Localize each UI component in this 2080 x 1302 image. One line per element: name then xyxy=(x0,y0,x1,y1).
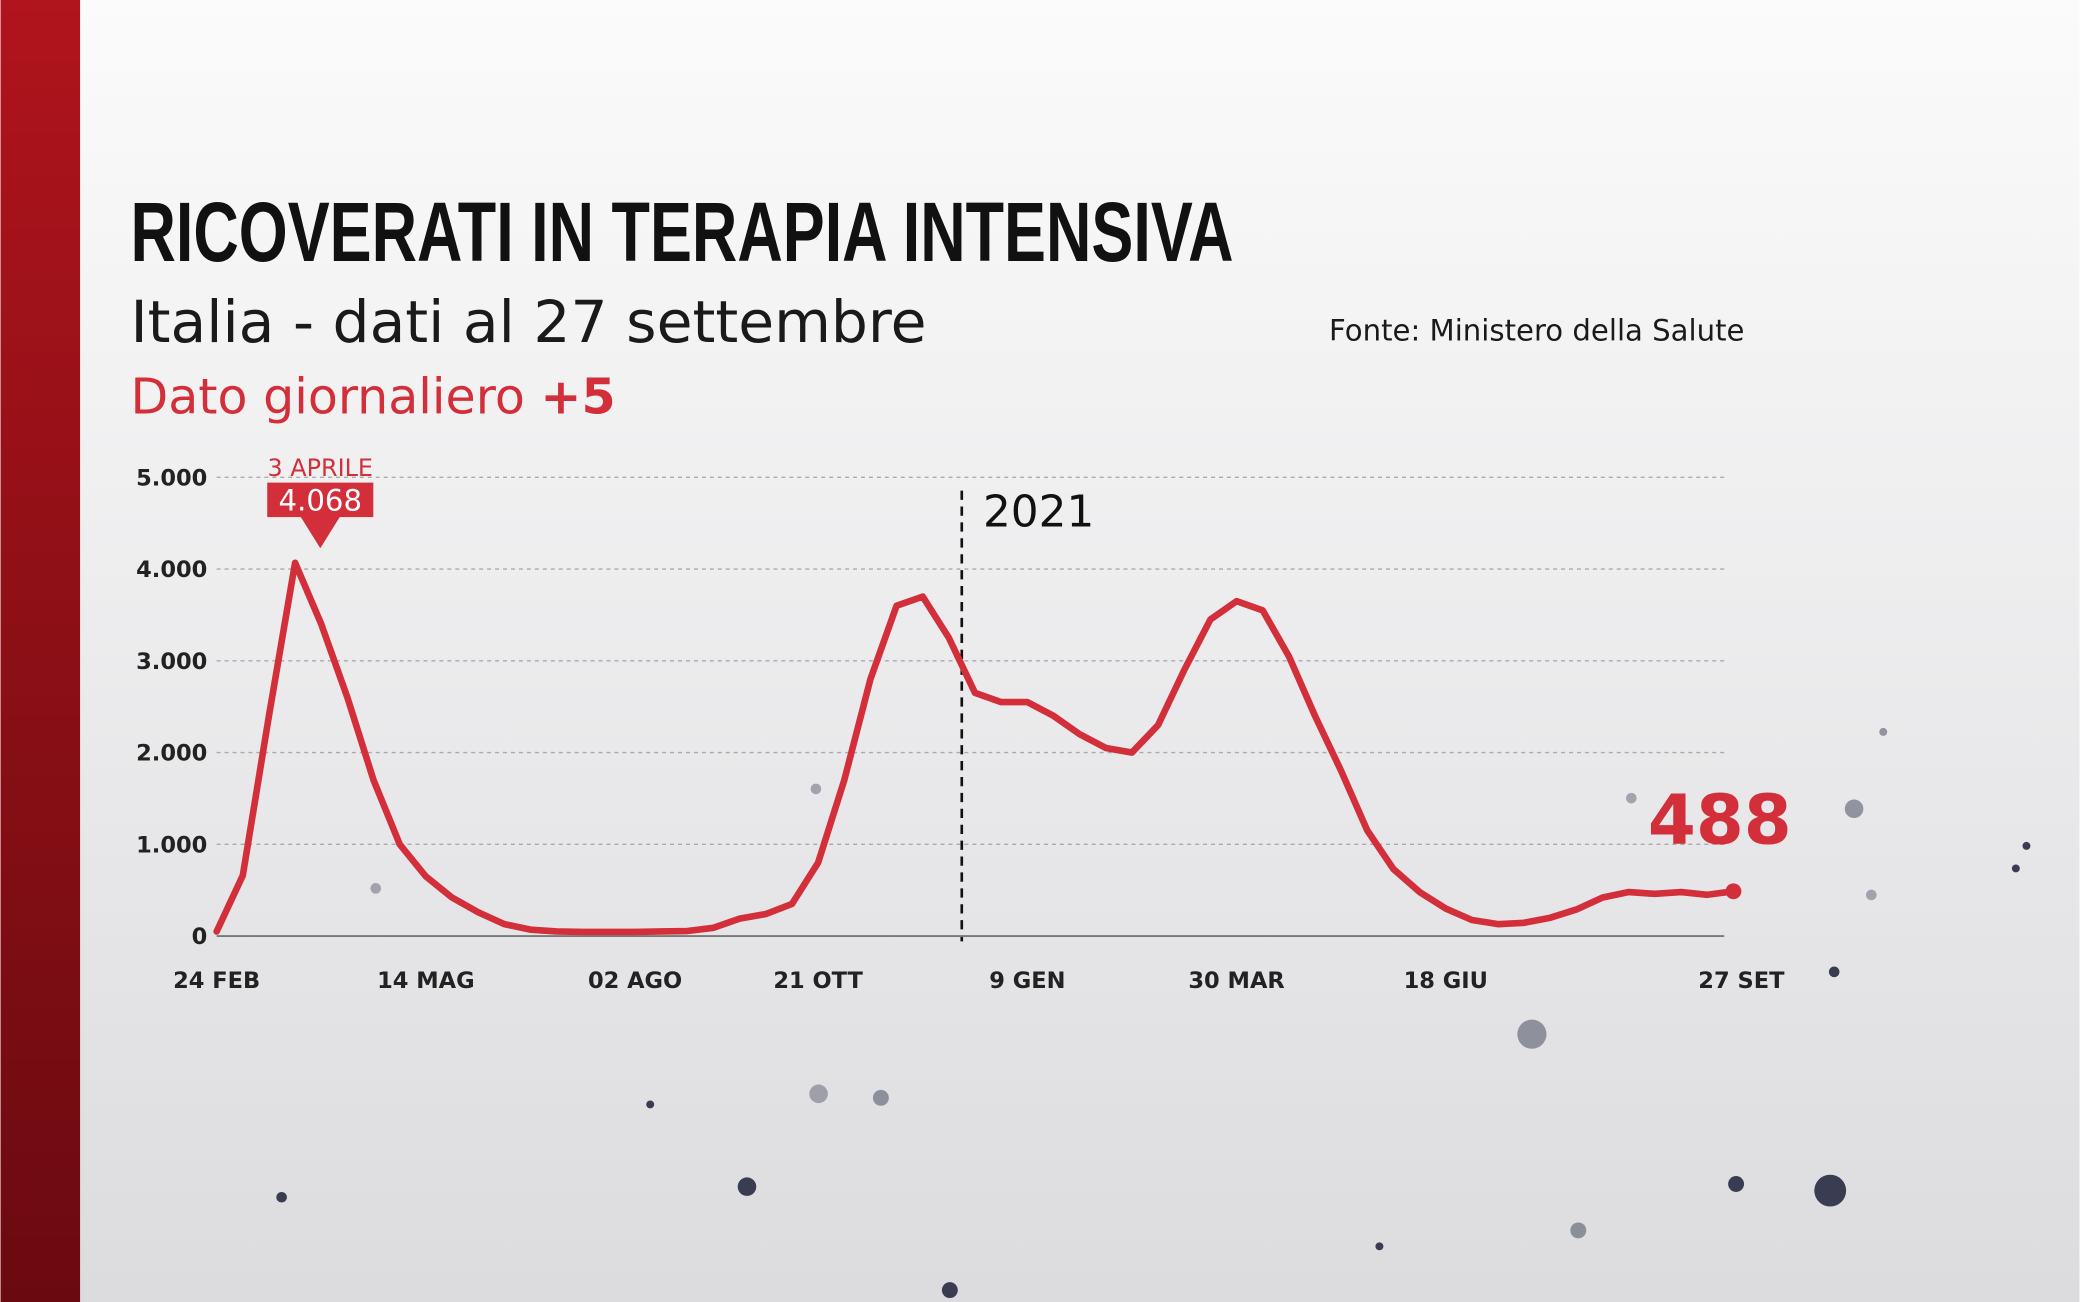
chart-title: RICOVERATI IN TERAPIA INTENSIVA xyxy=(130,184,1233,279)
daily-value: +5 xyxy=(540,368,615,426)
end-value-label: 488 xyxy=(1648,781,1792,861)
year-annotation: 2021 xyxy=(983,486,1094,537)
data-line xyxy=(213,559,1737,936)
y-tick-label: 3.000 xyxy=(136,649,207,675)
x-tick-label: 21 OTT xyxy=(773,968,863,994)
chart-subtitle: Italia - dati al 27 settembre xyxy=(130,288,926,356)
x-tick-label: 24 FEB xyxy=(173,968,260,994)
peak-value: 4.068 xyxy=(279,483,362,517)
x-tick-label: 30 MAR xyxy=(1188,968,1284,994)
x-tick-label: 02 AGO xyxy=(588,968,682,994)
speckles xyxy=(276,727,2031,1299)
y-tick-label: 0 xyxy=(192,924,208,950)
y-tick-label: 1.000 xyxy=(136,832,207,858)
daily-text: Dato giornaliero +5 xyxy=(130,368,615,426)
x-tick-label: 14 MAG xyxy=(377,968,474,994)
y-tick-label: 5.000 xyxy=(136,465,207,491)
peak-date: 3 APRILE xyxy=(268,454,373,482)
y-tick-label: 4.000 xyxy=(136,557,207,583)
x-tick-label: 9 GEN xyxy=(989,968,1065,994)
side-band xyxy=(0,0,81,1302)
y-tick-label: 2.000 xyxy=(136,741,207,767)
peak-marker xyxy=(300,516,341,549)
peak-box xyxy=(267,482,374,518)
x-tick-label: 18 GIU xyxy=(1404,968,1488,994)
daily-label: Dato giornaliero xyxy=(130,368,524,426)
end-point xyxy=(1725,883,1742,900)
x-tick-label: 27 SET xyxy=(1698,968,1785,994)
source: Fonte: Ministero della Salute xyxy=(1329,314,1744,348)
